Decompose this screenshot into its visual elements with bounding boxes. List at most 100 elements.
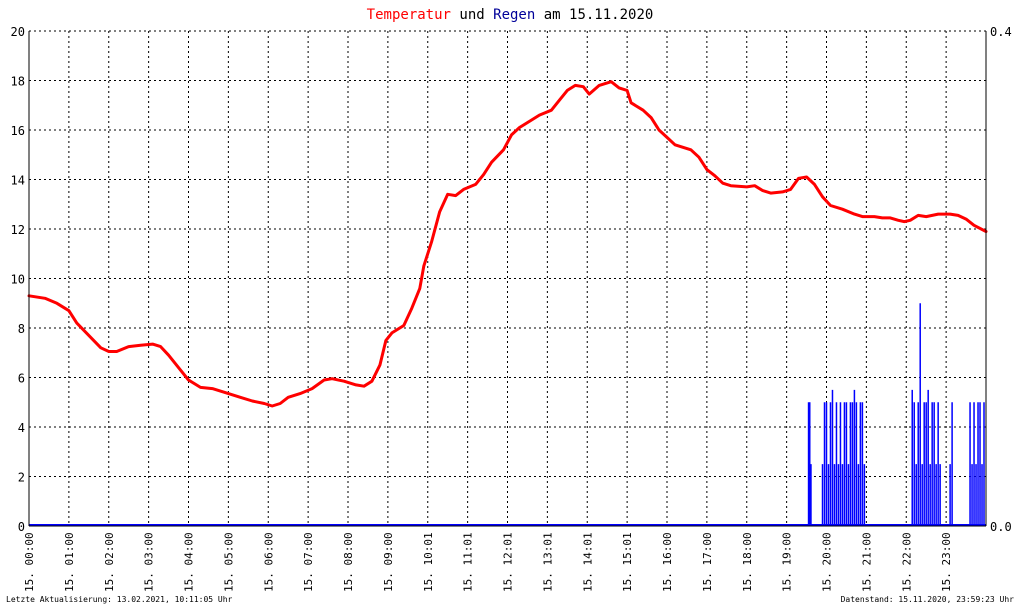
rain-bar bbox=[921, 464, 923, 526]
rain-bar bbox=[857, 464, 860, 526]
rain-bar bbox=[849, 402, 852, 526]
rain-bar bbox=[823, 402, 826, 526]
temperature-series bbox=[27, 80, 988, 408]
x-tick-label: 15. 21:00 bbox=[860, 532, 873, 592]
rain-bar bbox=[913, 402, 915, 526]
x-tick-label: 15. 07:00 bbox=[302, 532, 315, 592]
y-tick-label: 10 bbox=[11, 273, 25, 287]
x-tick-label: 15. 00:00 bbox=[23, 532, 36, 592]
y-tick-labels: 0 2 4 6 8 10 12 14 16 18 20 0.0 0.4 bbox=[11, 25, 1012, 534]
rain-bar bbox=[825, 402, 828, 526]
rain-bar bbox=[861, 402, 864, 526]
y-tick-label: 4 bbox=[18, 421, 25, 435]
rain-bar bbox=[935, 464, 937, 526]
x-tick-label: 15. 23:00 bbox=[940, 532, 953, 592]
rain-bar bbox=[853, 389, 856, 526]
rain-bar bbox=[917, 402, 919, 526]
y-tick-label: 20 bbox=[11, 25, 25, 39]
x-tick-label: 15. 03:00 bbox=[143, 532, 156, 592]
x-tick-labels: 15. 00:00 15. 01:00 15. 02:00 15. 03:00 15. … bbox=[23, 532, 953, 592]
x-tick-label: 15. 09:00 bbox=[382, 532, 395, 592]
rain-bar bbox=[863, 464, 866, 526]
rain-bar bbox=[939, 464, 941, 526]
rain-bar bbox=[835, 402, 838, 526]
rain-bar bbox=[837, 464, 840, 526]
rain-bar bbox=[855, 402, 858, 526]
title-and-word: und bbox=[459, 7, 484, 23]
rain-bar bbox=[810, 464, 812, 526]
x-tick-label: 15. 12:01 bbox=[502, 532, 515, 592]
chart-title: Temperatur und Regen am 15.11.2020 bbox=[367, 7, 654, 23]
x-tick-label: 15. 19:00 bbox=[781, 532, 794, 592]
x-tick-label: 15. 08:00 bbox=[342, 532, 355, 592]
rain-bar bbox=[971, 464, 973, 526]
rain-bar bbox=[845, 402, 848, 526]
rain-bar bbox=[981, 464, 983, 526]
x-tick-label: 15. 17:00 bbox=[701, 532, 714, 592]
y-tick-label: 0 bbox=[18, 520, 25, 534]
rain-bar bbox=[851, 402, 854, 526]
x-tick-label: 15. 15:01 bbox=[621, 532, 634, 592]
rain-bar bbox=[807, 402, 810, 526]
y-tick-label: 14 bbox=[11, 174, 25, 188]
footer-data-status: Datenstand: 15.11.2020, 23:59:23 Uhr bbox=[841, 595, 1015, 604]
x-tick-label: 15. 22:00 bbox=[900, 532, 913, 592]
rain-bar bbox=[923, 402, 925, 526]
rain-bar bbox=[821, 464, 824, 526]
y-tick-label: 18 bbox=[11, 75, 25, 89]
x-tick-label: 15. 14:01 bbox=[581, 532, 594, 592]
x-tick-label: 15. 06:00 bbox=[262, 532, 275, 592]
y-right-tick-label: 0.0 bbox=[990, 520, 1012, 534]
title-rain-word: Regen bbox=[493, 7, 535, 23]
rain-bar bbox=[937, 402, 939, 526]
rain-bar bbox=[931, 402, 933, 526]
rain-bar bbox=[827, 464, 830, 526]
rain-bar bbox=[983, 402, 985, 526]
x-tick-label: 15. 11:01 bbox=[462, 532, 475, 592]
rain-bar bbox=[833, 464, 836, 526]
rain-bar bbox=[919, 303, 921, 526]
rain-bar bbox=[979, 402, 981, 526]
x-tick-label: 15. 10:01 bbox=[422, 532, 435, 592]
rain-bar bbox=[859, 402, 862, 526]
footer-last-update: Letzte Aktualisierung: 13.02.2021, 10:11… bbox=[6, 595, 233, 604]
rain-bar bbox=[841, 464, 844, 526]
rain-bar bbox=[911, 389, 913, 526]
rain-bar bbox=[843, 402, 846, 526]
rain-bar bbox=[829, 402, 832, 526]
title-temperature-word: Temperatur bbox=[367, 7, 451, 23]
y-tick-label: 2 bbox=[18, 471, 25, 485]
y-tick-label: 6 bbox=[18, 372, 25, 386]
rain-bar bbox=[973, 402, 975, 526]
rain-bar bbox=[977, 402, 979, 526]
rain-bar bbox=[929, 464, 931, 526]
rain-bar bbox=[949, 464, 951, 526]
x-tick-label: 15. 04:00 bbox=[183, 532, 196, 592]
x-tick-label: 15. 02:00 bbox=[103, 532, 116, 592]
y-tick-label: 8 bbox=[18, 322, 25, 336]
y-right-tick-label: 0.4 bbox=[990, 25, 1012, 39]
rain-bar bbox=[927, 389, 929, 526]
rain-bar bbox=[831, 389, 834, 526]
rain-bar bbox=[951, 402, 953, 526]
rain-bar bbox=[915, 464, 917, 526]
x-tick-label: 15. 05:00 bbox=[222, 532, 235, 592]
rain-bar bbox=[969, 402, 971, 526]
temperature-line bbox=[27, 80, 988, 408]
title-date: am 15.11.2020 bbox=[544, 7, 654, 23]
rain-bar bbox=[839, 402, 842, 526]
rain-bar bbox=[925, 402, 927, 526]
x-tick-label: 15. 13:01 bbox=[541, 532, 554, 592]
rain-bar bbox=[847, 464, 850, 526]
x-tick-label: 15. 20:00 bbox=[821, 532, 834, 592]
x-tick-label: 15. 16:00 bbox=[661, 532, 674, 592]
rain-bar bbox=[933, 402, 935, 526]
y-tick-label: 16 bbox=[11, 124, 25, 138]
rain-bar bbox=[975, 464, 977, 526]
axes bbox=[28, 31, 987, 527]
rain-series bbox=[29, 303, 986, 526]
y-tick-label: 12 bbox=[11, 223, 25, 237]
